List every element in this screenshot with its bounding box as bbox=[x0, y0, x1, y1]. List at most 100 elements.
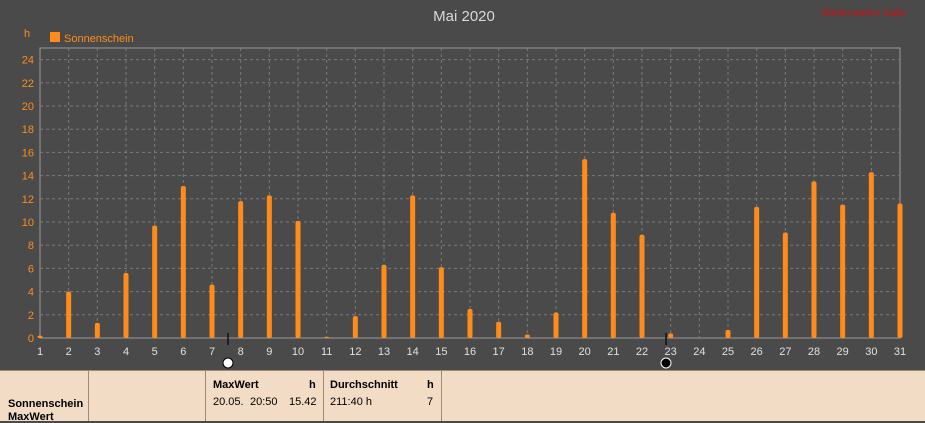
x-tick-label: 13 bbox=[378, 346, 390, 358]
y-tick-label: 12 bbox=[22, 194, 34, 206]
watermark-text: Wetterstation Hallo bbox=[822, 8, 907, 19]
y-tick-label: 24 bbox=[22, 55, 34, 67]
bar-sonnenschein bbox=[66, 291, 72, 338]
bar-sonnenschein bbox=[897, 203, 903, 338]
avg-total: 211:40 h bbox=[330, 396, 373, 408]
x-tick-label: 25 bbox=[722, 346, 734, 358]
legend-label: Sonnenschein bbox=[64, 33, 134, 45]
x-tick-label: 15 bbox=[435, 346, 447, 358]
y-tick-label: 18 bbox=[22, 124, 34, 136]
x-tick-label: 20 bbox=[579, 346, 591, 358]
x-tick-label: 8 bbox=[238, 346, 244, 358]
row-label-sunshine: Sonnenschein bbox=[8, 398, 84, 410]
bar-sonnenschein bbox=[266, 195, 272, 338]
x-tick-label: 27 bbox=[779, 346, 791, 358]
bar-sonnenschein bbox=[811, 181, 817, 338]
x-tick-label: 26 bbox=[751, 346, 763, 358]
avg-unit: h bbox=[427, 379, 434, 391]
x-tick-label: 29 bbox=[837, 346, 849, 358]
bar-sonnenschein bbox=[582, 159, 588, 338]
x-tick-label: 6 bbox=[180, 346, 186, 358]
empty-cell bbox=[89, 371, 206, 421]
bar-sonnenschein bbox=[438, 267, 444, 338]
y-tick-label: 10 bbox=[22, 217, 34, 229]
y-axis-unit: h bbox=[24, 28, 30, 40]
x-tick-label: 31 bbox=[894, 346, 906, 358]
sunshine-chart: Mai 2020 Wetterstation Hallo h Sonnensch… bbox=[22, 8, 907, 369]
bar-sonnenschein bbox=[840, 204, 846, 338]
x-tick-label: 1 bbox=[37, 346, 43, 358]
bar-sonnenschein bbox=[868, 172, 874, 338]
bar-sonnenschein bbox=[467, 309, 473, 338]
bar-sonnenschein bbox=[524, 334, 530, 338]
row-labels-cell: Sonnenschein MaxWert bbox=[0, 371, 89, 423]
y-tick-label: 6 bbox=[28, 263, 34, 275]
bar-sonnenschein bbox=[37, 335, 43, 338]
new-moon-icon bbox=[660, 357, 672, 369]
x-tick-label: 16 bbox=[464, 346, 476, 358]
x-tick-label: 5 bbox=[152, 346, 158, 358]
max-date: 20.05. bbox=[213, 396, 244, 408]
bar-sonnenschein bbox=[610, 212, 616, 338]
x-tick-label: 10 bbox=[292, 346, 304, 358]
x-tick-label: 19 bbox=[550, 346, 562, 358]
bar-sonnenschein bbox=[352, 315, 358, 338]
bar-sonnenschein bbox=[725, 329, 731, 338]
summary-table: Sonnenschein MaxWert MaxWert h 20.05. 20… bbox=[0, 370, 925, 423]
full-moon-icon bbox=[222, 357, 234, 369]
y-tick-label: 4 bbox=[28, 287, 34, 299]
max-time: 20:50 bbox=[250, 396, 278, 408]
bar-sonnenschein bbox=[123, 273, 129, 338]
bar-sonnenschein bbox=[209, 284, 215, 338]
bar-sonnenschein bbox=[238, 201, 244, 338]
y-tick-label: 2 bbox=[28, 310, 34, 322]
y-tick-label: 22 bbox=[22, 78, 34, 90]
x-tick-label: 14 bbox=[407, 346, 419, 358]
x-tick-label: 11 bbox=[321, 346, 332, 358]
bar-sonnenschein bbox=[782, 232, 788, 338]
y-tick-label: 16 bbox=[22, 147, 34, 159]
bar-sonnenschein bbox=[410, 195, 416, 338]
chart-title: Mai 2020 bbox=[433, 8, 495, 25]
bar-sonnenschein bbox=[553, 312, 559, 338]
x-tick-label: 18 bbox=[521, 346, 533, 358]
bar-sonnenschein bbox=[152, 225, 158, 338]
x-tick-label: 4 bbox=[123, 346, 129, 358]
x-tick-label: 21 bbox=[607, 346, 619, 358]
y-tick-label: 8 bbox=[28, 240, 34, 252]
bar-sonnenschein bbox=[295, 220, 301, 338]
grid-lines bbox=[40, 48, 900, 338]
bars bbox=[37, 159, 903, 338]
bar-sonnenschein bbox=[381, 264, 387, 338]
x-tick-label: 24 bbox=[693, 346, 705, 358]
avg-cell: Durchschnitt h 211:40 h 7 bbox=[324, 371, 442, 421]
bar-sonnenschein bbox=[668, 333, 674, 338]
x-tick-label: 30 bbox=[865, 346, 877, 358]
y-tick-label: 0 bbox=[28, 333, 34, 345]
x-tick-label: 17 bbox=[493, 346, 505, 358]
bar-sonnenschein bbox=[639, 234, 645, 338]
row-label-maxwert: MaxWert bbox=[8, 411, 54, 423]
x-tick-label: 12 bbox=[349, 346, 361, 358]
max-header: MaxWert bbox=[213, 379, 259, 391]
bar-sonnenschein bbox=[754, 206, 760, 338]
x-tick-label: 28 bbox=[808, 346, 820, 358]
x-tick-label: 23 bbox=[665, 346, 677, 358]
legend-swatch bbox=[50, 32, 60, 42]
avg-value: 7 bbox=[427, 396, 434, 408]
x-axis-ticks: 1 2 3 4 5 6 7 8 9 10 11 12 13 14 15 16 17 18 19 20 21 22 23 24 2… bbox=[37, 346, 906, 358]
bar-sonnenschein bbox=[324, 336, 330, 338]
max-unit: h bbox=[309, 379, 316, 391]
max-value: 15.42 bbox=[289, 396, 317, 408]
y-tick-label: 14 bbox=[22, 171, 34, 183]
x-tick-label: 9 bbox=[266, 346, 272, 358]
avg-header: Durchschnitt bbox=[330, 379, 398, 391]
x-tick-label: 7 bbox=[209, 346, 215, 358]
max-cell: MaxWert h 20.05. 20:50 15.42 bbox=[206, 371, 324, 421]
bar-sonnenschein bbox=[496, 321, 502, 338]
y-tick-label: 20 bbox=[22, 101, 34, 113]
x-tick-label: 22 bbox=[636, 346, 648, 358]
x-tick-label: 2 bbox=[66, 346, 72, 358]
bar-sonnenschein bbox=[180, 186, 186, 338]
